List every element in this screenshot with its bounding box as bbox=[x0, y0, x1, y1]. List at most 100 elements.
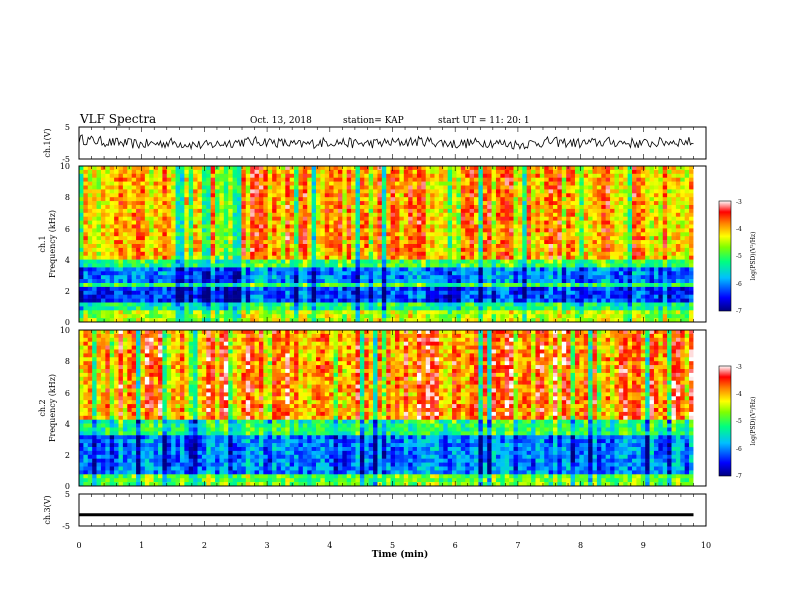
spectrogram-cell bbox=[92, 224, 97, 229]
spectrogram-cell bbox=[109, 290, 115, 295]
spectrogram-cell bbox=[197, 201, 203, 206]
spectrogram-cell bbox=[667, 193, 672, 198]
spectrogram-cell bbox=[561, 286, 567, 292]
spectrogram-cell bbox=[592, 197, 598, 202]
spectrogram-cell bbox=[153, 302, 159, 307]
spectrogram-cell bbox=[618, 181, 624, 186]
spectrogram-cell bbox=[522, 216, 527, 221]
spectrogram-cell bbox=[531, 216, 536, 221]
spectrogram-cell bbox=[127, 283, 132, 288]
spectrogram-cell bbox=[114, 216, 119, 221]
spectrogram-cell bbox=[122, 240, 128, 245]
spectrogram-cell bbox=[109, 169, 115, 175]
spectrogram-cell bbox=[285, 197, 290, 202]
spectrogram-cell bbox=[337, 294, 343, 299]
spectrogram-cell bbox=[653, 173, 659, 178]
spectrogram-cell bbox=[425, 177, 431, 182]
spectrogram-cell bbox=[579, 177, 585, 182]
spectrogram-cell bbox=[184, 216, 190, 221]
spectrogram-cell bbox=[149, 173, 154, 178]
spectrogram-cell bbox=[131, 247, 137, 253]
spectrogram-cell bbox=[592, 267, 598, 272]
spectrogram-cell bbox=[403, 244, 409, 249]
spectrogram-cell bbox=[588, 290, 593, 295]
spectrogram-cell bbox=[548, 236, 554, 241]
spectrogram-cell bbox=[267, 302, 273, 307]
spectrogram-cell bbox=[482, 271, 488, 276]
spectrogram-cell bbox=[557, 271, 563, 276]
spectrogram-cell bbox=[460, 236, 466, 241]
spectrogram-cell bbox=[509, 205, 514, 210]
spectrogram-cell bbox=[680, 166, 685, 171]
spectrogram-cell bbox=[219, 298, 225, 303]
spectrogram-cell bbox=[267, 169, 273, 175]
spectrogram-cell bbox=[298, 298, 304, 303]
spectrogram-cell bbox=[241, 166, 247, 171]
spectrogram-cell bbox=[346, 283, 352, 288]
spectrogram-cell bbox=[667, 290, 672, 295]
spectrogram-cell bbox=[447, 267, 453, 272]
spectrogram-cell bbox=[412, 220, 418, 225]
spectrogram-cell bbox=[127, 263, 132, 268]
spectrogram-cell bbox=[232, 286, 238, 292]
spectrogram-cell bbox=[548, 228, 554, 233]
spectrogram-cell bbox=[105, 173, 111, 178]
spectrogram-cell bbox=[346, 224, 352, 229]
spectrogram-cell bbox=[175, 189, 181, 194]
spectrogram-cell bbox=[250, 181, 255, 186]
spectrogram-cell bbox=[500, 255, 506, 260]
spectrogram-cell bbox=[324, 201, 330, 206]
spectrogram-cell bbox=[456, 290, 462, 295]
spectrogram-cell bbox=[280, 279, 286, 284]
spectrogram-cell bbox=[171, 244, 176, 249]
spectrogram-cell bbox=[351, 302, 356, 307]
spectrogram-cell bbox=[605, 263, 611, 268]
spectrogram-cell bbox=[553, 173, 558, 178]
spectrogram-cell bbox=[258, 302, 264, 307]
spectrogram-cell bbox=[618, 228, 624, 233]
spectrogram-cell bbox=[381, 220, 387, 225]
spectrogram-cell bbox=[645, 216, 650, 221]
spectrogram-cell bbox=[675, 193, 681, 198]
spectrogram-cell bbox=[153, 181, 159, 186]
spectrogram-cell bbox=[408, 197, 413, 202]
spectrogram-cell bbox=[162, 220, 168, 225]
spectrogram-cell bbox=[368, 201, 374, 206]
spectrogram-cell bbox=[447, 228, 453, 233]
spectrogram-cell bbox=[364, 294, 369, 299]
spectrogram-cell bbox=[469, 193, 475, 198]
spectrogram-cell bbox=[583, 279, 589, 284]
spectrogram-cell bbox=[469, 232, 475, 237]
spectrogram-cell bbox=[144, 220, 150, 225]
spectrogram-cell bbox=[390, 197, 396, 202]
spectrogram-cell bbox=[553, 283, 558, 288]
spectrogram-cell bbox=[351, 244, 356, 249]
spectrogram-cell bbox=[465, 216, 470, 221]
spectrogram-cell bbox=[667, 236, 672, 241]
spectrogram-cell bbox=[495, 290, 501, 295]
spectrogram-cell bbox=[456, 201, 462, 206]
spectrogram-cell bbox=[351, 290, 356, 295]
spectrogram-cell bbox=[478, 169, 484, 175]
spectrogram-cell bbox=[438, 275, 444, 280]
spectrogram-cell bbox=[201, 251, 207, 256]
spectrogram-cell bbox=[83, 169, 89, 175]
spectrogram-cell bbox=[395, 181, 400, 186]
spectrogram-cell bbox=[201, 286, 207, 292]
spectrogram-cell bbox=[544, 169, 549, 175]
spectrogram-cell bbox=[390, 298, 396, 303]
spectrogram-cell bbox=[430, 271, 435, 276]
spectrogram-cell bbox=[561, 267, 567, 272]
spectrogram-cell bbox=[162, 189, 168, 194]
spectrogram-cell bbox=[447, 185, 453, 190]
spectrogram-cell bbox=[513, 173, 519, 178]
spectrogram-cell bbox=[144, 240, 150, 245]
spectrogram-cell bbox=[307, 216, 312, 221]
spectrogram-cell bbox=[408, 169, 413, 175]
spectrogram-cell bbox=[689, 279, 694, 284]
spectrogram-cell bbox=[184, 166, 190, 171]
spectrogram-cell bbox=[667, 298, 672, 303]
spectrogram-cell bbox=[557, 193, 563, 198]
spectrogram-cell bbox=[122, 228, 128, 233]
spectrogram-cell bbox=[478, 228, 484, 233]
